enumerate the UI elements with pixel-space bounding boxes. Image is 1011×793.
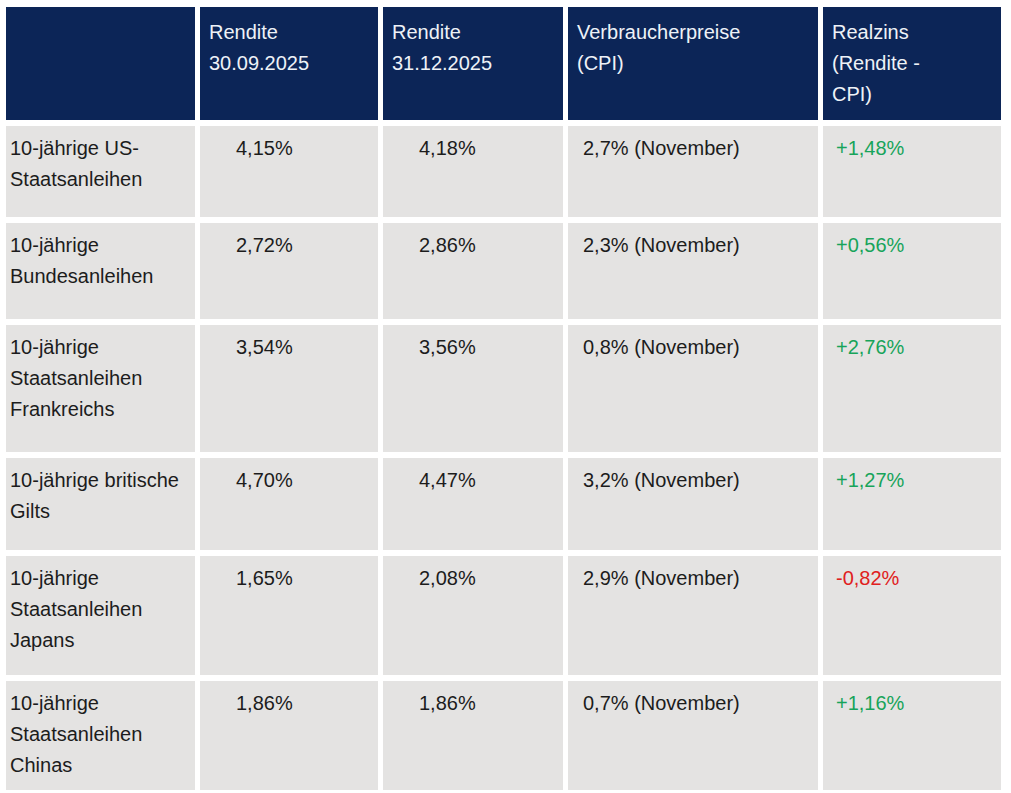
realzins-cell: +1,48% <box>823 126 1001 217</box>
table-row-china: 10-jährige Staatsanleihen Chinas 1,86% 1… <box>6 681 1001 790</box>
realzins-cell: +2,76% <box>823 325 1001 452</box>
header-cell-empty <box>6 7 195 120</box>
bond-name-cell: 10-jährige Bundesanleihen <box>6 223 195 319</box>
realzins-cell: +0,56% <box>823 223 1001 319</box>
header-cell-rendite-3112: Rendite 31.12.2025 <box>383 7 563 120</box>
yield-dec-cell: 2,08% <box>383 556 563 675</box>
header-row: Rendite 30.09.2025 Rendite 31.12.2025 Ve… <box>6 7 1001 120</box>
yield-sep-cell: 1,86% <box>200 681 378 790</box>
cpi-cell: 2,7% (November) <box>568 126 818 217</box>
bond-name-cell: 10-jährige britische Gilts <box>6 458 195 550</box>
table-row-japan: 10-jährige Staatsanleihen Japans 1,65% 2… <box>6 556 1001 675</box>
header-cell-rendite-3009: Rendite 30.09.2025 <box>200 7 378 120</box>
yield-sep-cell: 2,72% <box>200 223 378 319</box>
yield-dec-cell: 3,56% <box>383 325 563 452</box>
yield-sep-cell: 1,65% <box>200 556 378 675</box>
cpi-cell: 0,8% (November) <box>568 325 818 452</box>
yield-sep-cell: 4,15% <box>200 126 378 217</box>
header-cell-realzins: Realzins (Rendite - CPI) <box>823 7 1001 120</box>
table-row-france: 10-jährige Staatsanleihen Frankreichs 3,… <box>6 325 1001 452</box>
bond-yields-table: Rendite 30.09.2025 Rendite 31.12.2025 Ve… <box>1 1 1006 793</box>
bond-name-cell: 10-jährige Staatsanleihen Japans <box>6 556 195 675</box>
cpi-cell: 0,7% (November) <box>568 681 818 790</box>
yield-dec-cell: 1,86% <box>383 681 563 790</box>
table-row-bund: 10-jährige Bundesanleihen 2,72% 2,86% 2,… <box>6 223 1001 319</box>
realzins-cell: +1,16% <box>823 681 1001 790</box>
table-row-uk: 10-jährige britische Gilts 4,70% 4,47% 3… <box>6 458 1001 550</box>
cpi-cell: 2,9% (November) <box>568 556 818 675</box>
bond-name-cell: 10-jährige Staatsanleihen Chinas <box>6 681 195 790</box>
cpi-cell: 3,2% (November) <box>568 458 818 550</box>
yield-dec-cell: 4,47% <box>383 458 563 550</box>
yield-dec-cell: 4,18% <box>383 126 563 217</box>
yield-dec-cell: 2,86% <box>383 223 563 319</box>
bond-name-cell: 10-jährige US-Staatsanleihen <box>6 126 195 217</box>
realzins-cell: +1,27% <box>823 458 1001 550</box>
bond-name-cell: 10-jährige Staatsanleihen Frankreichs <box>6 325 195 452</box>
yield-sep-cell: 4,70% <box>200 458 378 550</box>
yield-sep-cell: 3,54% <box>200 325 378 452</box>
header-cell-cpi: Verbraucherpreise (CPI) <box>568 7 818 120</box>
cpi-cell: 2,3% (November) <box>568 223 818 319</box>
page: Rendite 30.09.2025 Rendite 31.12.2025 Ve… <box>0 0 1011 793</box>
table-row-us: 10-jährige US-Staatsanleihen 4,15% 4,18%… <box>6 126 1001 217</box>
realzins-cell: -0,82% <box>823 556 1001 675</box>
